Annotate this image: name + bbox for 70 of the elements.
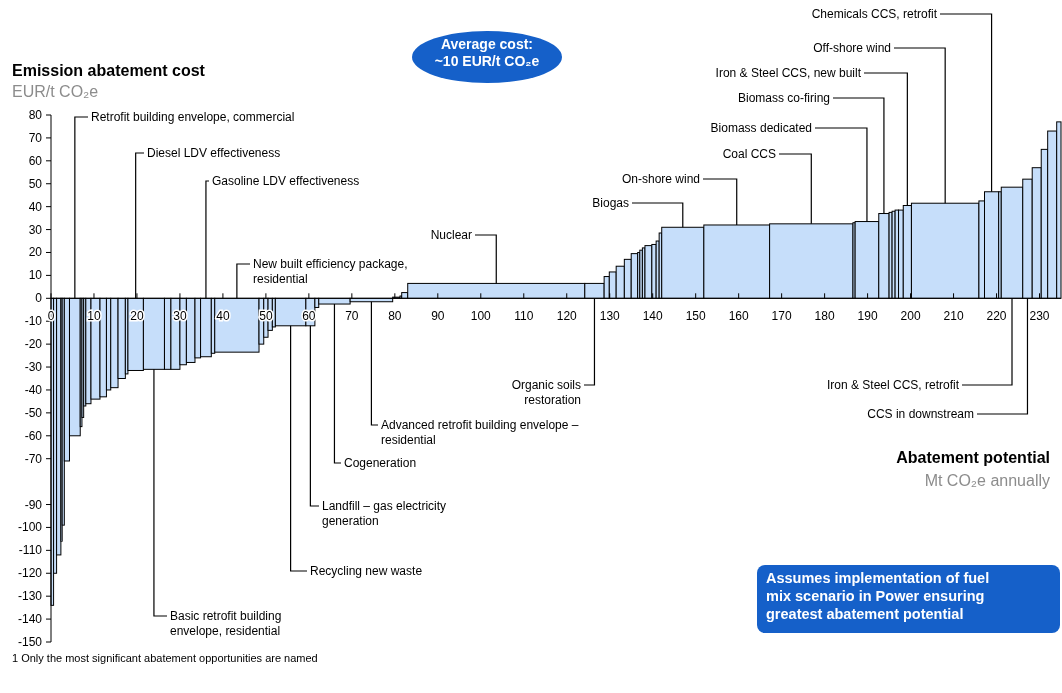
y-tick-label: -140: [17, 612, 43, 627]
text: 1 Only the most significant abatement opportunities are named: [12, 652, 318, 664]
annotation: Iron & Steel CCS, new built: [715, 66, 862, 80]
annotation: New built efficiency package, residential: [253, 257, 408, 286]
x-tick-label: 160: [728, 309, 749, 324]
y-tick-label: 10: [28, 268, 43, 283]
annotation: Gasoline LDV effectiveness: [212, 174, 360, 188]
x-tick-label: 200: [900, 309, 921, 324]
y-tick-label: -100: [17, 520, 43, 535]
y-tick-label: -110: [18, 543, 43, 558]
y-tick-label: -60: [24, 428, 43, 443]
callout-ellipse: Average cost: ~10 EUR/t CO₂e: [412, 31, 562, 83]
y-tick-label: -10: [24, 314, 43, 329]
annotation: Coal CCS: [722, 147, 776, 161]
callout-box: Assumes implementation of fuel mix scenario in Power ensuring greatest abatement potential: [757, 565, 1060, 633]
chart-title: Emission abatement cost: [12, 62, 206, 79]
annotation: Assumes implementation of fuel mix scenario in Power ensuring greatest abatement potential: [766, 570, 990, 622]
y-tick-label: -50: [24, 405, 43, 420]
x-tick-label: 150: [685, 309, 707, 324]
x-tick-label: 180: [814, 309, 835, 324]
x-tick-label: 70: [345, 309, 359, 324]
annotation: Cogeneration: [344, 456, 417, 470]
x-tick-label: 100: [470, 309, 492, 324]
annotation: Landfill – gas electricity generation: [322, 499, 447, 528]
x-tick-label: 90: [431, 309, 445, 324]
y-tick-label: 70: [28, 130, 43, 145]
y-axis-title: EUR/t CO₂e: [12, 83, 99, 100]
y-tick-label: -40: [24, 382, 43, 397]
annotation: Mt CO₂e annually: [924, 472, 1050, 489]
x-tick-label: 190: [857, 309, 878, 324]
y-tick-label: 30: [28, 222, 43, 237]
annotation: Biomass co-firing: [737, 91, 830, 105]
y-tick-label: -120: [17, 566, 43, 581]
annotation: Basic retrofit building envelope, residential: [170, 609, 282, 638]
x-tick-label: 170: [771, 309, 792, 324]
y-tick-label: -20: [24, 337, 43, 352]
x-tick-label: 110: [514, 309, 534, 324]
x-tick-label: 120: [556, 309, 578, 324]
y-tick-label: -70: [24, 451, 43, 466]
annotation: Organic soils restoration: [511, 378, 581, 407]
x-tick-label: 220: [986, 309, 1007, 324]
annotation: On-shore wind: [621, 172, 700, 186]
y-tick-label: -150: [17, 635, 43, 649]
annotation: Advanced retrofit building envelope – residential: [381, 418, 579, 447]
y-tick-label: 80: [28, 108, 43, 122]
annotation: CCS in downstream: [867, 407, 974, 421]
annotation: Diesel LDV effectiveness: [147, 146, 281, 160]
annotation: Off-shore wind: [813, 41, 891, 55]
y-tick-label: 50: [28, 176, 43, 191]
x-axis-title: Abatement potential: [896, 449, 1050, 466]
x-tick-label: 140: [642, 309, 664, 324]
y-tick-label: 60: [28, 153, 43, 168]
y-tick-label: -30: [24, 360, 43, 375]
y-tick-label: -90: [24, 497, 43, 512]
annotation: Nuclear: [430, 228, 472, 242]
annotation: Chemicals CCS, retrofit: [811, 7, 938, 21]
y-tick-label: 20: [28, 245, 43, 260]
y-tick-label: 40: [28, 199, 43, 214]
x-tick-label: 230: [1029, 309, 1050, 324]
x-tick-label: 210: [943, 309, 964, 324]
y-tick-label: -130: [17, 589, 43, 604]
annotation: Biomass dedicated: [710, 121, 812, 135]
annotation: Recycling new waste: [310, 564, 423, 578]
annotation: Iron & Steel CCS, retrofit: [826, 378, 960, 392]
x-tick-label: 40: [216, 309, 230, 324]
annotation: Retrofit building envelope, commercial: [91, 110, 295, 124]
x-tick-label: 130: [599, 309, 621, 324]
y-tick-label: 0: [35, 291, 43, 306]
annotation: Biogas: [592, 196, 629, 210]
x-tick-label: 80: [388, 309, 402, 324]
